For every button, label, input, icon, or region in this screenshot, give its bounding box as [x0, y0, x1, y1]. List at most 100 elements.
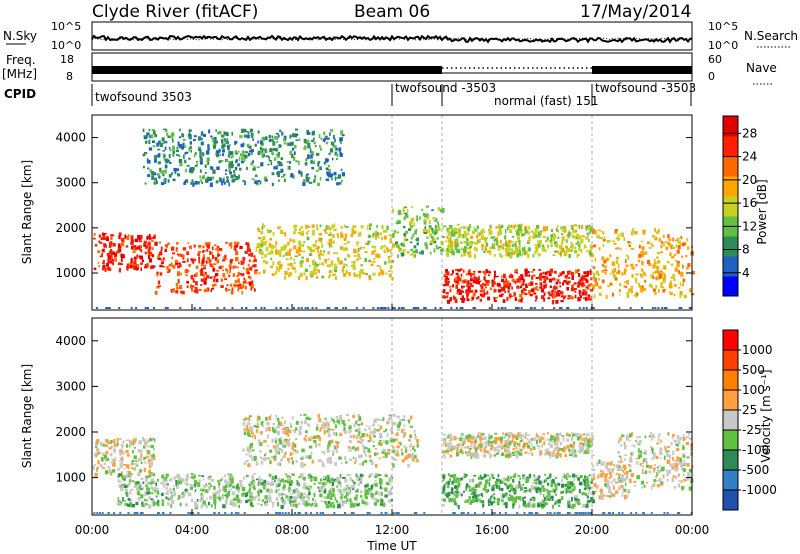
heatmap-cell	[337, 174, 341, 179]
heatmap-cell	[340, 231, 343, 235]
heatmap-cell	[674, 267, 678, 272]
heatmap-cell	[356, 253, 361, 258]
heatmap-cell	[366, 483, 369, 488]
heatmap-cell	[475, 281, 478, 284]
heatmap-cell	[356, 440, 360, 443]
heatmap-cell	[233, 245, 236, 249]
heatmap-cell	[367, 448, 371, 453]
heatmap-cell	[211, 176, 215, 180]
heatmap-cell	[508, 283, 512, 287]
heatmap-cell	[390, 427, 393, 433]
heatmap-cell	[643, 274, 647, 276]
heatmap-cell	[493, 247, 496, 250]
heatmap-cell	[377, 236, 380, 239]
heatmap-cell	[334, 307, 337, 309]
heatmap-cell	[598, 292, 602, 296]
heatmap-cell	[279, 229, 284, 234]
heatmap-cell	[235, 152, 239, 155]
heatmap-cell	[473, 254, 477, 259]
heatmap-cell	[366, 489, 370, 493]
heatmap-cell	[304, 162, 308, 166]
heatmap-cell	[255, 249, 258, 252]
heatmap-cell	[320, 137, 323, 140]
heatmap-cell	[547, 451, 551, 453]
heatmap-cell	[109, 250, 113, 255]
heatmap-cell	[310, 479, 313, 482]
heatmap-cell	[522, 434, 525, 437]
heatmap-cell	[334, 151, 337, 156]
heatmap-cell	[228, 289, 231, 291]
heatmap-cell	[400, 212, 403, 215]
heatmap-cell	[163, 128, 167, 131]
heatmap-cell	[243, 157, 246, 162]
heatmap-cell	[471, 290, 474, 293]
heatmap-cell	[250, 132, 254, 137]
heatmap-cell	[590, 296, 593, 301]
heatmap-cell	[179, 143, 183, 148]
heatmap-cell	[312, 243, 315, 248]
heatmap-cell	[201, 137, 203, 141]
heatmap-cell	[575, 229, 578, 233]
heatmap-cell	[221, 139, 224, 144]
heatmap-cell	[367, 234, 372, 238]
heatmap-cell	[214, 257, 218, 261]
heatmap-cell	[661, 240, 663, 244]
heatmap-cell	[261, 499, 265, 502]
heatmap-cell	[506, 226, 509, 230]
heatmap-cell	[443, 289, 446, 292]
heatmap-cell	[217, 496, 221, 499]
heatmap-cell	[319, 429, 322, 432]
heatmap-cell	[276, 155, 280, 158]
heatmap-cell	[231, 179, 235, 183]
heatmap-cell	[305, 224, 308, 230]
heatmap-cell	[435, 244, 438, 249]
heatmap-cell	[306, 173, 310, 176]
heatmap-cell	[284, 252, 287, 255]
heatmap-cell	[397, 222, 401, 224]
heatmap-cell	[501, 294, 504, 297]
heatmap-cell	[303, 414, 307, 416]
heatmap-cell	[129, 502, 133, 508]
heatmap-cell	[659, 270, 663, 273]
heatmap-cell	[105, 438, 107, 443]
heatmap-cell	[282, 255, 285, 257]
heatmap-cell	[242, 180, 246, 182]
heatmap-cell	[307, 154, 310, 160]
heatmap-cell	[484, 481, 488, 485]
heatmap-cell	[584, 493, 588, 496]
heatmap-cell	[449, 285, 452, 288]
heatmap-cell	[430, 236, 434, 239]
heatmap-cell	[415, 458, 419, 461]
heatmap-cell	[555, 243, 559, 248]
heatmap-cell	[477, 435, 479, 439]
heatmap-cell	[479, 442, 483, 444]
heatmap-cell	[173, 145, 175, 150]
heatmap-cell	[360, 264, 363, 267]
heatmap-cell	[676, 237, 680, 240]
heatmap-cell	[518, 447, 521, 452]
heatmap-cell	[375, 230, 377, 233]
heatmap-cell	[379, 232, 382, 236]
heatmap-cell	[225, 498, 229, 502]
heatmap-cell	[318, 255, 321, 259]
heatmap-cell	[306, 423, 310, 427]
heatmap-cell	[676, 260, 680, 264]
heatmap-cell	[620, 232, 624, 236]
heatmap-cell	[378, 443, 382, 446]
heatmap-cell	[313, 440, 317, 444]
heatmap-cell	[448, 445, 452, 449]
heatmap-cell	[340, 233, 344, 238]
heatmap-cell	[361, 498, 363, 502]
heatmap-cell	[631, 274, 634, 278]
heatmap-cell	[164, 482, 168, 486]
heatmap-cell	[294, 144, 297, 149]
heatmap-cell	[234, 279, 237, 284]
heatmap-cell	[266, 499, 268, 503]
heatmap-cell	[572, 433, 576, 436]
heatmap-cell	[416, 218, 418, 222]
heatmap-cell	[334, 445, 337, 450]
heatmap-cell	[524, 487, 528, 489]
heatmap-cell	[111, 458, 114, 461]
heatmap-cell	[365, 491, 369, 496]
